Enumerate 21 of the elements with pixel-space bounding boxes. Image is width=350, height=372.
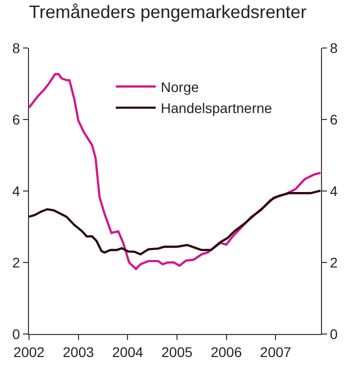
y-tick-label: 4: [12, 182, 20, 199]
x-tick-label: 2007: [260, 344, 292, 360]
chart-title: Tremåneders pengemarkedsrenter: [29, 2, 306, 22]
legend-label: Norge: [160, 78, 200, 95]
y-tick-label: 6: [12, 111, 20, 128]
y-tick-label: 8: [12, 40, 20, 56]
y-tick-label: 0: [12, 326, 20, 342]
line-series: [29, 73, 321, 270]
x-tick-label: 2005: [161, 344, 193, 360]
x-tick-label: 2004: [112, 344, 144, 360]
line-series: [29, 190, 321, 256]
y2-tick-label: 6: [330, 111, 338, 128]
y2-tick-label: 2: [330, 254, 338, 270]
x-tick-label: 2003: [62, 344, 94, 360]
y2-tick-label: 0: [330, 326, 338, 342]
y2-tick-label: 4: [330, 182, 338, 199]
x-tick-label: 2006: [210, 344, 242, 360]
y-tick-label: 2: [12, 254, 20, 270]
x-tick-label: 2002: [13, 344, 45, 360]
legend-label: Handelspartnerne: [160, 100, 272, 116]
y2-tick-label: 8: [330, 40, 338, 56]
